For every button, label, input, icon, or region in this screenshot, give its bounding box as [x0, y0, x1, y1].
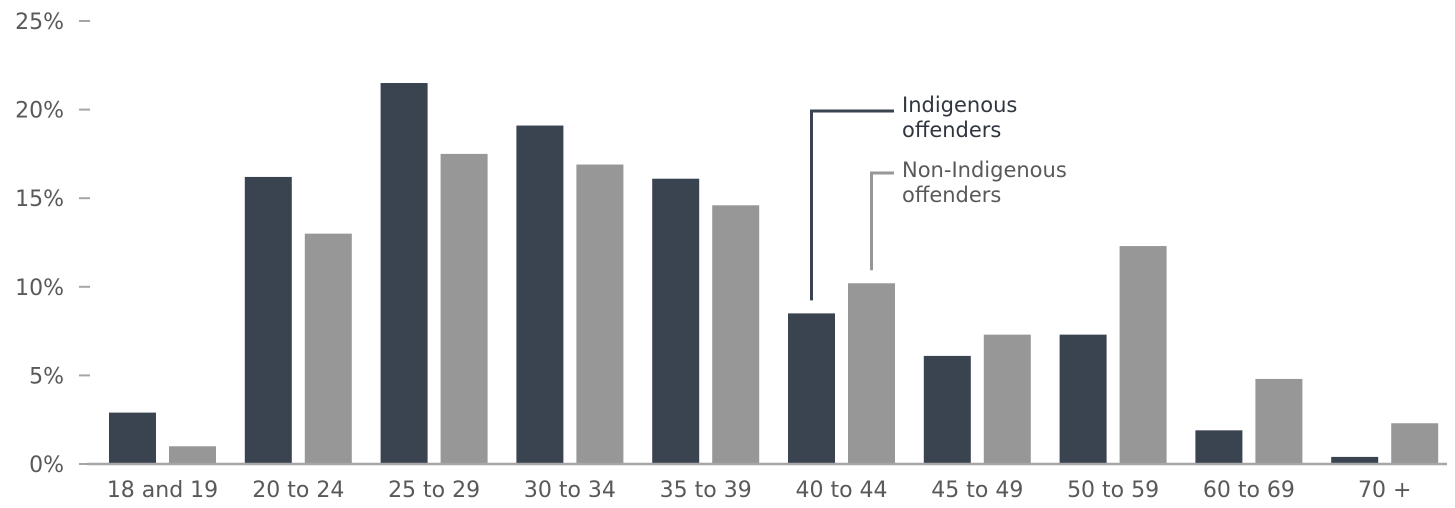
legend: IndigenousoffendersNon-Indigenousoffende…: [810, 93, 1067, 301]
y-tick-label: 25%: [15, 10, 64, 35]
y-tick-label: 15%: [15, 187, 64, 212]
x-tick-label: 18 and 19: [107, 478, 218, 503]
x-axis-labels: 18 and 19 20 to 24 25 to 29 30 to 34 35 to 3…: [107, 478, 1412, 503]
bar-indigenous: [109, 412, 156, 464]
bar-non-indigenous: [983, 334, 1031, 464]
y-tick-label: 0%: [29, 453, 64, 478]
legend-callout-line: [870, 171, 894, 271]
x-tick-label: 40 to 44: [795, 478, 887, 503]
bar-non-indigenous: [1119, 246, 1167, 464]
bar-non-indigenous: [576, 164, 624, 465]
legend-label: Indigenous: [902, 93, 1017, 117]
legend-label: Non-Indigenous: [902, 158, 1067, 182]
bar-indigenous: [380, 83, 428, 465]
bar-indigenous: [1059, 334, 1107, 464]
bars: [109, 83, 1439, 465]
x-tick-label: 20 to 24: [252, 478, 344, 503]
bar-indigenous: [244, 176, 292, 464]
bar-non-indigenous: [848, 283, 895, 464]
bar-non-indigenous: [304, 233, 352, 464]
y-tick-label: 5%: [29, 364, 64, 389]
bar-non-indigenous: [1391, 423, 1439, 464]
bar-non-indigenous: [169, 446, 216, 464]
x-tick-label: 35 to 39: [660, 478, 752, 503]
bar-non-indigenous: [440, 153, 488, 464]
x-tick-label: 25 to 29: [388, 478, 480, 503]
y-tick-label: 10%: [15, 276, 64, 301]
x-tick-label: 30 to 34: [524, 478, 616, 503]
x-tick-label: 70 +: [1358, 478, 1411, 503]
x-tick-label: 50 to 59: [1067, 478, 1159, 503]
bar-indigenous: [516, 125, 564, 464]
bar-indigenous: [1331, 456, 1379, 464]
y-axis: 0% 5% 10% 15% 20% 25%: [15, 10, 90, 478]
bar-indigenous: [652, 178, 700, 464]
legend-label: offenders: [902, 118, 1001, 142]
x-tick-label: 60 to 69: [1203, 478, 1295, 503]
x-tick-label: 45 to 49: [931, 478, 1023, 503]
legend-label: offenders: [902, 183, 1001, 207]
bar-indigenous: [788, 313, 835, 464]
legend-callout-line: [810, 109, 894, 301]
bar-non-indigenous: [1255, 378, 1303, 464]
bar-non-indigenous: [712, 205, 760, 464]
bar-indigenous: [923, 355, 971, 464]
bar-indigenous: [1195, 430, 1243, 464]
y-tick-label: 20%: [15, 99, 64, 124]
